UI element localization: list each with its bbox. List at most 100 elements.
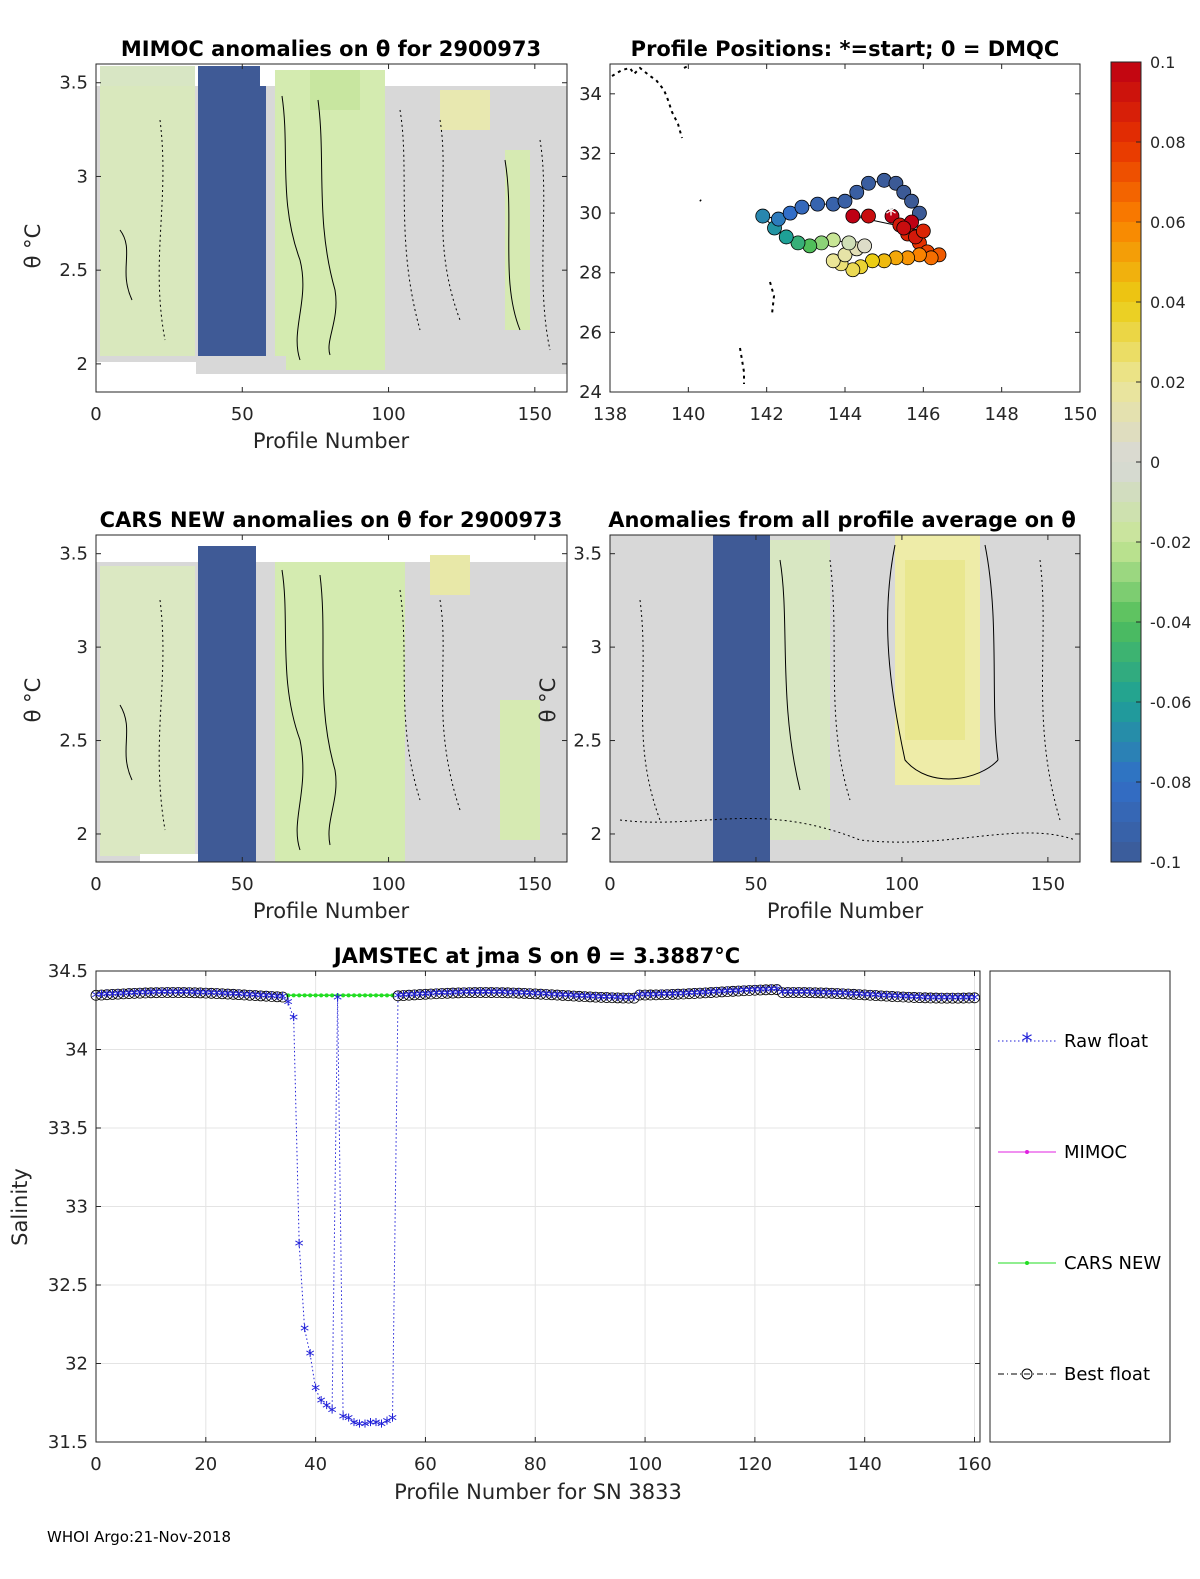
best-float-point <box>782 987 794 998</box>
best-float-point <box>870 990 882 1001</box>
best-float-point <box>760 984 772 996</box>
raw-float-point: * <box>514 985 523 1006</box>
raw-float-point: * <box>284 994 293 1015</box>
raw-float-point: * <box>201 985 210 1006</box>
best-float-point <box>787 987 799 998</box>
mimoc-xtick-label: 50 <box>231 404 254 425</box>
position-point <box>810 196 825 212</box>
colorbar-cell <box>1111 442 1141 463</box>
position-point <box>771 211 786 227</box>
cars-new-point <box>363 993 368 998</box>
raw-float-point: * <box>877 988 886 1009</box>
cars-yellow-band <box>430 555 470 595</box>
colorbar-cell <box>1111 782 1141 803</box>
raw-float-point: * <box>893 989 902 1010</box>
best-float-point <box>480 987 492 998</box>
raw-float-point: * <box>591 989 600 1010</box>
colorbar-cell <box>1111 382 1141 403</box>
best-float-point <box>414 989 426 1000</box>
raw-float-point: * <box>597 989 606 1010</box>
position-point <box>825 253 841 269</box>
best-float-point <box>161 987 173 998</box>
best-float-point <box>452 987 464 999</box>
best-float-point <box>958 992 969 1004</box>
legend-raw-marker: * <box>1022 1030 1033 1055</box>
mimoc-panel: MIMOC anomalies on θ for 2900973 0 50 100 1… <box>21 37 568 453</box>
best-float-point <box>277 991 289 1003</box>
raw-float-point: * <box>251 988 260 1009</box>
raw-float-point: * <box>465 985 474 1006</box>
best-float-point <box>398 990 409 1001</box>
allavg-contour-dotted-4 <box>1039 559 1061 821</box>
best-float-point <box>623 992 634 1004</box>
allavg-xtick-label: 50 <box>745 874 768 895</box>
salinity-legend: * Raw float MIMOC CARS NEW Best float <box>989 970 1171 1443</box>
best-float-point <box>848 988 860 1000</box>
mimoc-axes-box <box>95 63 568 393</box>
best-float-point <box>826 987 838 999</box>
mimoc-xlabel: Profile Number <box>253 429 410 453</box>
best-float-point <box>963 992 975 1004</box>
allavg-yellow-band-2 <box>905 560 965 740</box>
raw-float-point: * <box>503 985 512 1006</box>
best-float-point <box>820 987 832 999</box>
best-float-point <box>233 989 245 1001</box>
best-float-point <box>392 990 404 1002</box>
raw-float-point: * <box>404 987 413 1008</box>
salinity-xtick-label: 60 <box>414 1454 437 1475</box>
raw-float-point: * <box>141 985 150 1006</box>
raw-float-point: * <box>234 987 243 1008</box>
raw-float-point: * <box>717 984 726 1005</box>
raw-float-point: * <box>701 985 710 1006</box>
position-point <box>845 262 861 278</box>
raw-float-point: * <box>674 986 683 1007</box>
best-float-point <box>409 989 420 1001</box>
allavg-xtick-label: 100 <box>885 874 919 895</box>
colorbar-cell <box>1111 282 1141 303</box>
raw-float-point: * <box>783 985 792 1006</box>
raw-float-point: * <box>932 990 941 1011</box>
best-float-point <box>101 989 113 1001</box>
position-point <box>861 208 876 224</box>
best-float-point <box>749 984 761 996</box>
allavg-ytick-label: 3.5 <box>573 544 602 565</box>
best-float-point <box>211 988 223 999</box>
best-float-point <box>754 984 766 996</box>
raw-float-point: * <box>937 990 946 1011</box>
position-point <box>841 235 857 251</box>
colorbar-cells <box>1111 62 1141 863</box>
best-float-point <box>222 988 234 1000</box>
best-float-point <box>568 990 580 1002</box>
raw-float-point: * <box>816 985 825 1006</box>
raw-float-point: * <box>553 987 562 1008</box>
position-point <box>849 184 865 200</box>
colorbar-cell <box>1111 462 1141 483</box>
raw-float-point: * <box>965 990 974 1011</box>
best-float-point <box>183 987 195 999</box>
salinity-xtick-label: 80 <box>524 1454 547 1475</box>
best-float-point <box>200 987 212 999</box>
salinity-grid <box>95 970 980 1443</box>
cars-blue-block <box>198 546 256 862</box>
best-float-point <box>678 988 689 1000</box>
colorbar-tick-label: -0.02 <box>1150 533 1191 552</box>
best-float-point <box>227 988 239 1000</box>
raw-float-point: * <box>871 988 880 1009</box>
best-float-point <box>875 990 887 1002</box>
colorbar-tick-label: 0.04 <box>1150 293 1186 312</box>
raw-float-point: * <box>426 986 435 1007</box>
best-float-point <box>403 989 415 1001</box>
raw-float-point: * <box>690 985 699 1006</box>
best-float-point <box>804 987 816 999</box>
raw-float-point: * <box>564 988 573 1009</box>
raw-float-point: * <box>339 1409 348 1430</box>
raw-float-point: * <box>344 1410 353 1431</box>
colorbar-tick-label: 0.06 <box>1150 213 1186 232</box>
best-float-point <box>689 988 700 999</box>
allavg-ytick-label: 3 <box>591 637 602 658</box>
mimoc-ylabel: θ °C <box>21 224 45 269</box>
cars-new-point <box>346 993 351 998</box>
raw-float-point: * <box>372 1415 381 1436</box>
raw-float-point: * <box>223 986 232 1007</box>
cars-xtick-label: 150 <box>518 874 552 895</box>
